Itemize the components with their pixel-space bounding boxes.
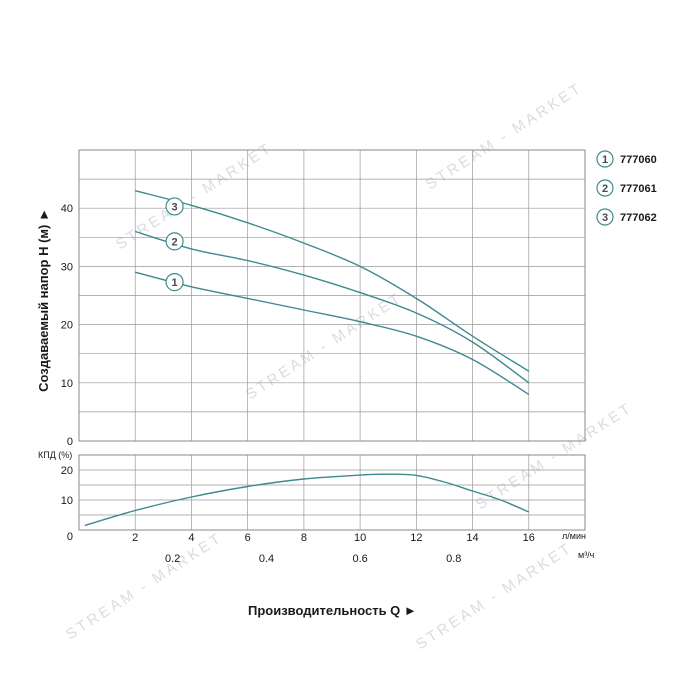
curve-marker-circle-2 <box>165 232 184 251</box>
legend: 1 777060 2 777061 3 777062 <box>596 150 657 226</box>
x-tick-label-lmin: 8 <box>301 532 307 544</box>
x-tick-label-m3h: 0.4 <box>259 553 274 565</box>
head-y-ticks: 0 10 20 30 40 <box>61 203 73 448</box>
efficiency-y-tick-label: 0 <box>67 531 73 543</box>
curve-marker-circle-3 <box>165 197 184 216</box>
head-curve-2 <box>134 230 530 384</box>
x-tick-label-lmin: 12 <box>410 532 422 544</box>
x-tick-label-m3h: 0.6 <box>352 553 367 565</box>
head-y-tick-label: 40 <box>61 203 73 215</box>
watermark-text: STREAM - MARKET <box>413 539 576 653</box>
head-y-tick-label: 10 <box>61 378 73 390</box>
x-tick-label-m3h: 0.8 <box>446 553 461 565</box>
efficiency-y-ticks: 0 10 20 <box>61 465 73 543</box>
legend-marker-label-3: 3 <box>602 212 608 224</box>
x-unit-lmin: л/мин <box>562 531 586 541</box>
legend-marker-label-2: 2 <box>602 183 608 195</box>
head-curve-1 <box>135 271 530 395</box>
legend-marker-circle-3 <box>596 208 614 226</box>
head-y-tick-label: 0 <box>67 436 73 448</box>
curve-marker-label-1: 1 <box>172 277 178 289</box>
head-chart-grid <box>79 150 585 441</box>
watermark-text: STREAM - MARKET <box>243 289 406 403</box>
curve-marker-label-2: 2 <box>172 236 178 248</box>
head-y-axis-label: Создаваемый напор H (м) ► <box>36 208 51 392</box>
legend-marker-circle-1 <box>596 150 614 168</box>
efficiency-chart-frame <box>78 454 586 531</box>
x-ticks-lmin: 2 4 6 8 10 12 14 16 <box>132 532 535 544</box>
legend-entry-777060: 777060 <box>620 154 657 166</box>
x-tick-label-lmin: 14 <box>466 532 478 544</box>
efficiency-curve-line <box>84 473 530 527</box>
efficiency-curve <box>84 473 530 527</box>
x-ticks-m3h: 0.2 0.4 0.6 0.8 <box>165 553 461 565</box>
head-chart-frame <box>78 149 586 442</box>
watermark-text: STREAM - MARKET <box>63 529 226 643</box>
x-axis-label: Производительность Q ► <box>248 603 417 618</box>
x-tick-label-lmin: 2 <box>132 532 138 544</box>
curve-markers: 3 2 1 <box>165 197 184 292</box>
efficiency-y-tick-label: 20 <box>61 465 73 477</box>
efficiency-y-axis-label: КПД (%) <box>38 450 72 460</box>
watermark-text: STREAM - MARKET <box>423 79 586 193</box>
legend-marker-label-1: 1 <box>602 154 608 166</box>
head-curve-3 <box>135 190 530 372</box>
head-curves <box>134 190 530 395</box>
curve-marker-label-3: 3 <box>172 201 178 213</box>
legend-marker-circle-2 <box>596 179 614 197</box>
x-tick-label-lmin: 16 <box>523 532 535 544</box>
watermark-text: STREAM - MARKET <box>473 399 636 513</box>
head-y-tick-label: 30 <box>61 261 73 273</box>
legend-entry-777061: 777061 <box>620 183 657 195</box>
x-tick-label-m3h: 0.2 <box>165 553 180 565</box>
x-tick-label-lmin: 6 <box>245 532 251 544</box>
x-unit-m3h: м³/ч <box>578 550 595 560</box>
x-tick-label-lmin: 4 <box>188 532 194 544</box>
x-tick-label-lmin: 10 <box>354 532 366 544</box>
efficiency-y-tick-label: 10 <box>61 495 73 507</box>
watermark-text: STREAM - MARKET <box>113 139 276 253</box>
curve-marker-circle-1 <box>165 273 184 292</box>
legend-entry-777062: 777062 <box>620 212 657 224</box>
head-y-tick-label: 20 <box>61 320 73 332</box>
